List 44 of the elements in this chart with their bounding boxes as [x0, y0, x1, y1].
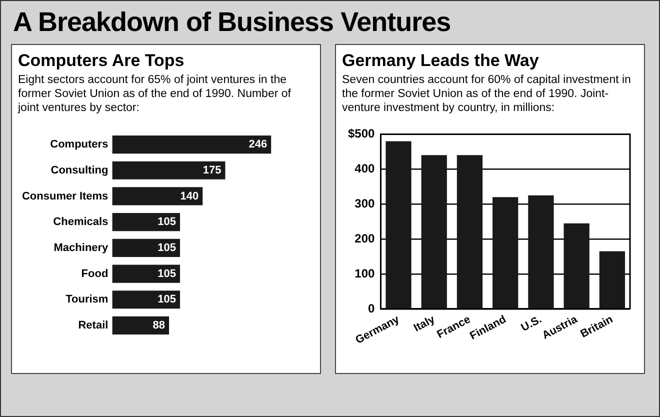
bar — [112, 213, 180, 232]
data-label: 140 — [180, 190, 199, 202]
bar — [599, 251, 626, 308]
bar — [564, 223, 590, 308]
bar — [112, 135, 272, 154]
y-tick-label: 100 — [354, 266, 376, 280]
y-tick-label: Food — [81, 268, 108, 280]
chart-subtitle: Seven countries account for 60% of capital investment in the former Soviet Union as of the end of 1990. Joint-venture investment by country, in millions: — [342, 73, 632, 115]
y-tick-label: Consumer Items — [22, 190, 108, 202]
y-tick-label: 200 — [354, 231, 376, 246]
y-tick-label: Machinery — [54, 242, 110, 254]
y-tick-label: $500 — [348, 126, 376, 141]
bar — [112, 187, 203, 206]
data-label: 105 — [158, 216, 176, 228]
data-label: 175 — [202, 164, 222, 176]
bar — [456, 155, 483, 308]
y-tick-label: 300 — [354, 196, 376, 210]
x-tick-label: U.S. — [519, 314, 544, 334]
bar — [386, 141, 412, 308]
y-tick-label: Chemicals — [53, 216, 108, 228]
bar — [112, 264, 180, 283]
data-label: 105 — [158, 268, 176, 280]
y-tick-label: 400 — [354, 161, 376, 176]
chart-title: Germany Leads the Way — [342, 51, 540, 71]
chart-title: Computers Are Tops — [18, 51, 186, 71]
data-label: 105 — [158, 294, 176, 306]
bar — [112, 316, 170, 335]
bar — [492, 197, 518, 308]
y-tick-label: Computers — [50, 138, 108, 151]
y-tick-label: Consulting — [50, 164, 108, 176]
data-label: 246 — [248, 138, 268, 151]
bar — [112, 290, 180, 309]
chart-subtitle: Eight sectors account for 65% of joint ventures in the former Soviet Union as of the end of 1990. Number of joint ventures by sector: — [18, 73, 292, 115]
bar — [421, 155, 447, 308]
text: A Breakdown of Business Ventures — [12, 6, 452, 38]
bar — [112, 238, 180, 257]
bar — [112, 161, 226, 180]
y-tick-label: Tourism — [66, 294, 108, 306]
y-tick-label: Retail — [78, 320, 108, 332]
data-label: 88 — [152, 320, 166, 332]
y-tick-label: 0 — [368, 301, 376, 316]
data-label: 105 — [158, 242, 176, 254]
bar — [528, 195, 554, 308]
x-tick-label: Italy — [412, 313, 438, 334]
